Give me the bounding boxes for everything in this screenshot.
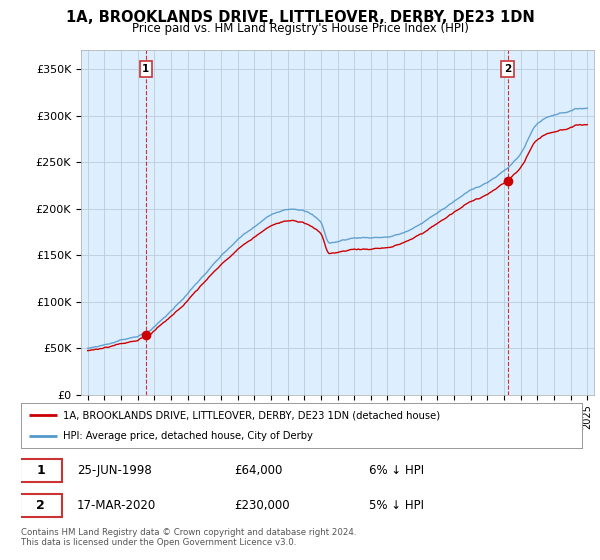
Text: Contains HM Land Registry data © Crown copyright and database right 2024.: Contains HM Land Registry data © Crown c… (21, 528, 356, 536)
Text: 17-MAR-2020: 17-MAR-2020 (77, 499, 157, 512)
Text: 1: 1 (36, 464, 45, 477)
Text: 2: 2 (36, 499, 45, 512)
Text: 2: 2 (504, 64, 511, 74)
Text: Price paid vs. HM Land Registry's House Price Index (HPI): Price paid vs. HM Land Registry's House … (131, 22, 469, 35)
Text: £230,000: £230,000 (234, 499, 290, 512)
Text: 1A, BROOKLANDS DRIVE, LITTLEOVER, DERBY, DE23 1DN: 1A, BROOKLANDS DRIVE, LITTLEOVER, DERBY,… (65, 10, 535, 25)
Text: This data is licensed under the Open Government Licence v3.0.: This data is licensed under the Open Gov… (21, 538, 296, 547)
Text: 5% ↓ HPI: 5% ↓ HPI (369, 499, 424, 512)
FancyBboxPatch shape (20, 493, 62, 517)
FancyBboxPatch shape (20, 459, 62, 482)
Text: 25-JUN-1998: 25-JUN-1998 (77, 464, 152, 477)
Text: £64,000: £64,000 (234, 464, 283, 477)
Text: 1A, BROOKLANDS DRIVE, LITTLEOVER, DERBY, DE23 1DN (detached house): 1A, BROOKLANDS DRIVE, LITTLEOVER, DERBY,… (63, 410, 440, 421)
Text: 1: 1 (142, 64, 149, 74)
Text: HPI: Average price, detached house, City of Derby: HPI: Average price, detached house, City… (63, 431, 313, 441)
Text: 6% ↓ HPI: 6% ↓ HPI (369, 464, 424, 477)
